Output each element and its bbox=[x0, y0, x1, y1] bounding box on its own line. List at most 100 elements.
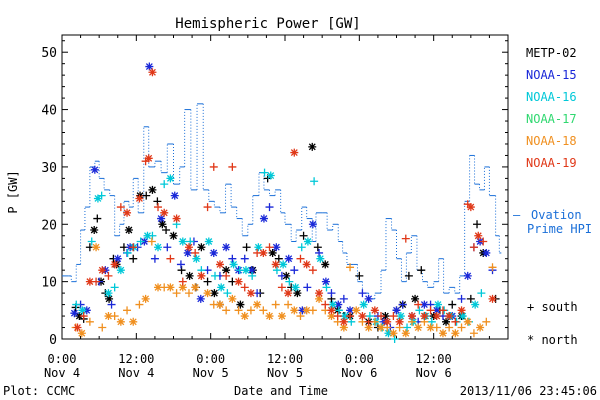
plus-marker bbox=[473, 220, 482, 229]
star-marker bbox=[259, 248, 268, 257]
plus-marker bbox=[457, 323, 466, 332]
star-marker bbox=[82, 306, 91, 315]
star-marker bbox=[302, 260, 311, 269]
star-marker bbox=[471, 300, 480, 309]
star-marker bbox=[259, 214, 268, 223]
plus-marker bbox=[191, 248, 200, 257]
star-marker bbox=[217, 283, 226, 292]
plus-marker bbox=[150, 254, 159, 263]
star-marker bbox=[383, 317, 392, 326]
star-marker bbox=[445, 312, 454, 321]
plus-marker bbox=[426, 306, 435, 315]
x-tick-day: Nov 5 bbox=[267, 366, 303, 380]
star-marker bbox=[364, 294, 373, 303]
y-tick-label: 20 bbox=[41, 218, 57, 233]
plus-marker bbox=[265, 203, 274, 212]
plus-marker bbox=[265, 243, 274, 252]
plus-marker bbox=[222, 271, 231, 280]
star-marker bbox=[78, 306, 87, 315]
star-marker bbox=[321, 277, 330, 286]
plus-marker bbox=[377, 312, 386, 321]
plus-marker bbox=[154, 203, 163, 212]
star-marker bbox=[291, 283, 300, 292]
star-marker bbox=[73, 323, 82, 332]
star-marker bbox=[169, 231, 178, 240]
star-marker bbox=[204, 237, 213, 246]
plus-marker bbox=[129, 243, 138, 252]
star-marker bbox=[197, 271, 206, 280]
plus-marker bbox=[178, 277, 187, 286]
star-marker bbox=[148, 68, 157, 77]
star-marker bbox=[215, 300, 224, 309]
plus-marker bbox=[403, 323, 412, 332]
star-marker bbox=[203, 289, 212, 298]
star-marker bbox=[302, 306, 311, 315]
star-marker bbox=[293, 289, 302, 298]
star-marker bbox=[476, 323, 485, 332]
star-marker bbox=[290, 306, 299, 315]
star-marker bbox=[160, 208, 169, 217]
star-marker bbox=[282, 271, 291, 280]
plus-marker bbox=[297, 243, 306, 252]
star-marker bbox=[234, 277, 243, 286]
legend: METP-02 NOAA-15 NOAA-16 NOAA-17 NOAA-18 NOAA-… bbox=[513, 46, 592, 347]
y-tick-label: 10 bbox=[41, 276, 57, 291]
plus-marker bbox=[364, 317, 373, 326]
plus-marker bbox=[110, 312, 119, 321]
star-marker bbox=[123, 208, 132, 217]
legend-item-noaa-15: NOAA-15 bbox=[526, 68, 577, 82]
star-marker bbox=[303, 237, 312, 246]
star-marker bbox=[265, 312, 274, 321]
star-marker bbox=[463, 271, 472, 280]
plus-marker bbox=[469, 243, 478, 252]
star-marker bbox=[90, 165, 99, 174]
star-marker bbox=[339, 323, 348, 332]
star-marker bbox=[210, 289, 219, 298]
star-marker bbox=[157, 214, 166, 223]
star-marker bbox=[129, 317, 138, 326]
plus-marker bbox=[166, 254, 175, 263]
star-marker bbox=[191, 283, 200, 292]
star-marker bbox=[466, 203, 475, 212]
star-marker bbox=[377, 323, 386, 332]
star-marker bbox=[236, 300, 245, 309]
plus-marker bbox=[136, 237, 145, 246]
star-marker bbox=[396, 312, 405, 321]
plus-marker bbox=[277, 271, 286, 280]
x-tick-time: 12:00 bbox=[267, 352, 303, 366]
star-marker bbox=[166, 283, 175, 292]
star-marker bbox=[141, 294, 150, 303]
plus-marker bbox=[285, 277, 294, 286]
series-noaa-18 bbox=[71, 237, 497, 338]
plus-marker bbox=[203, 203, 212, 212]
plus-marker bbox=[398, 300, 407, 309]
star-marker bbox=[253, 300, 262, 309]
plus-marker bbox=[104, 271, 113, 280]
footer-right: 2013/11/06 23:45:06 bbox=[460, 384, 597, 398]
plus-marker bbox=[310, 177, 319, 186]
plus-marker bbox=[296, 312, 305, 321]
star-marker bbox=[178, 237, 187, 246]
plus-marker bbox=[142, 191, 151, 200]
plus-marker bbox=[107, 300, 116, 309]
x-tick-day: Nov 6 bbox=[341, 366, 377, 380]
plus-marker bbox=[327, 289, 336, 298]
star-marker bbox=[316, 254, 325, 263]
star-marker bbox=[327, 312, 336, 321]
plus-marker bbox=[445, 323, 454, 332]
plus-marker bbox=[87, 237, 96, 246]
plus-marker bbox=[488, 263, 497, 272]
star-marker bbox=[463, 317, 472, 326]
legend-ovation-marker: — bbox=[513, 208, 521, 222]
star-marker bbox=[222, 243, 231, 252]
plus-marker bbox=[432, 323, 441, 332]
plus-marker bbox=[333, 312, 342, 321]
plus-marker bbox=[355, 271, 364, 280]
star-marker bbox=[266, 171, 275, 180]
star-marker bbox=[185, 271, 194, 280]
plus-marker bbox=[203, 277, 212, 286]
star-marker bbox=[474, 231, 483, 240]
star-marker bbox=[229, 260, 238, 269]
plus-marker bbox=[346, 263, 355, 272]
